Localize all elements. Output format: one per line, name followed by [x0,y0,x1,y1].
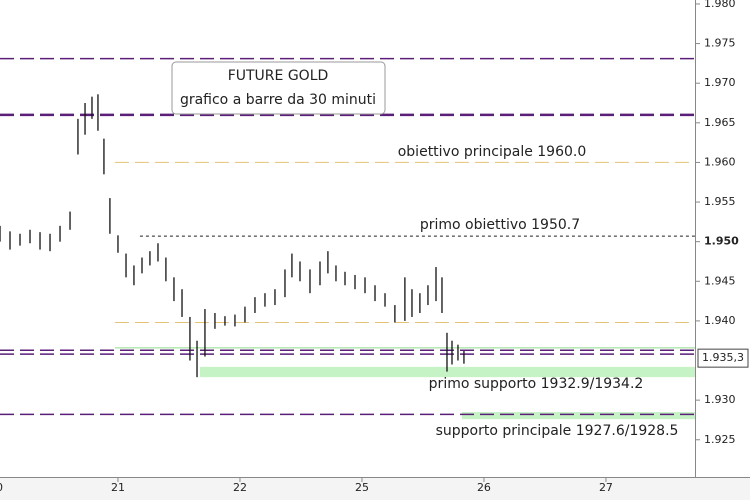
annotation: primo supporto 1932.9/1934.2 [429,376,644,392]
last-price-label: 1.935,3 [702,351,744,364]
x-tick-label: 25 [355,481,369,494]
support-zone [199,366,695,378]
annotation: obiettivo principale 1960.0 [398,144,587,160]
annotation: primo obiettivo 1950.7 [420,217,580,233]
y-tick-label: 1.945 [704,274,736,287]
y-tick-label: 1.930 [704,393,736,406]
y-tick-label: 1.940 [704,314,736,327]
chart-subtitle: grafico a barre da 30 minuti [180,92,376,108]
y-tick-label: 1.980 [704,0,736,10]
y-tick-label: 1.955 [704,195,736,208]
chart-title: FUTURE GOLD [228,68,329,84]
y-tick-label: 1.960 [704,155,736,168]
y-tick-label: 1.925 [704,433,736,446]
last-price-box [697,348,749,368]
x-tick-label: 27 [599,481,613,494]
y-tick-label: 1.970 [704,76,736,89]
support-zone [461,412,695,420]
x-axis-strip [0,477,750,500]
x-tick-label: 22 [233,481,247,494]
x-tick-label: 26 [477,481,491,494]
plot-area [0,57,695,420]
annotation: supporto principale 1927.6/1928.5 [436,423,679,439]
x-tick-label: 20 [0,481,3,494]
x-tick-label: 21 [111,481,125,494]
y-tick-label: 1.975 [704,37,736,50]
y-tick-label: 1.965 [704,116,736,129]
y-tick-label: 1.950 [704,235,739,248]
title-box [171,61,386,115]
